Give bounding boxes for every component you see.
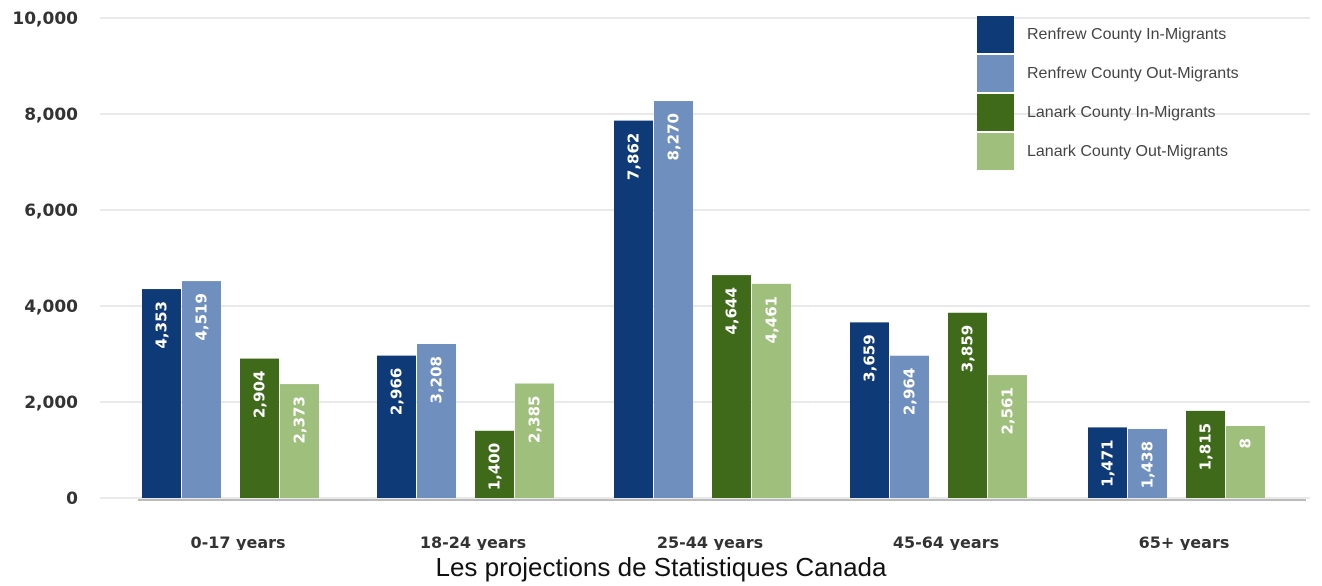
bar xyxy=(1226,426,1265,498)
bar-value-label: 2,904 xyxy=(251,371,269,418)
bar-value-label: 3,659 xyxy=(861,334,879,381)
bar xyxy=(850,322,889,498)
bar-value-label: 1,815 xyxy=(1197,423,1215,470)
bar-value-label: 4,644 xyxy=(723,287,741,334)
bar xyxy=(712,275,751,498)
bar xyxy=(377,355,416,498)
bar-value-label: 8,270 xyxy=(665,113,683,160)
bar xyxy=(142,289,181,498)
bar-value-label: 2,373 xyxy=(291,396,309,443)
y-tick-label: 2,000 xyxy=(24,393,78,413)
bar xyxy=(475,430,514,498)
y-tick-label: 8,000 xyxy=(24,105,78,125)
bar xyxy=(240,358,279,498)
y-tick-label: 4,000 xyxy=(24,297,78,317)
bar xyxy=(614,120,653,499)
bar-value-label: 2,964 xyxy=(901,368,919,415)
bar xyxy=(280,384,319,498)
bar-value-label: 7,862 xyxy=(625,133,643,180)
data-labels: 4,353 4,519 2,904 2,373 2,966 3,208 1,400 2,385… xyxy=(153,113,1255,490)
bar xyxy=(988,375,1027,498)
y-tick-label: 0 xyxy=(66,489,78,509)
legend-swatch xyxy=(977,94,1014,131)
bar-value-label: 2,561 xyxy=(999,387,1017,434)
bar xyxy=(752,283,791,498)
bar xyxy=(417,344,456,498)
bar-value-label: 1,471 xyxy=(1099,439,1117,486)
bar xyxy=(182,281,221,498)
x-tick-label: 45-64 years xyxy=(893,533,999,550)
legend-swatch xyxy=(977,133,1014,170)
x-tick-label: 18-24 years xyxy=(420,533,526,550)
bar-value-label: 1,438 xyxy=(1139,441,1157,488)
bar xyxy=(515,383,554,498)
bar-value-label: 2,385 xyxy=(526,396,544,443)
bar-value-label: 4,461 xyxy=(763,296,781,343)
bar-value-label: 3,208 xyxy=(428,356,446,403)
bar xyxy=(654,101,693,498)
bar xyxy=(890,355,929,498)
bar-value-label: 1,400 xyxy=(486,443,504,490)
bar-value-label: 4,353 xyxy=(153,301,171,348)
bars xyxy=(142,101,1265,499)
bar-value-label: 4,519 xyxy=(193,293,211,340)
y-tick-label: 10,000 xyxy=(12,9,78,29)
legend-label: Renfrew County In-Migrants xyxy=(1027,26,1226,43)
chart-caption: Les projections de Statistiques Canada xyxy=(435,552,887,582)
bar xyxy=(1088,427,1127,498)
legend-label: Lanark County Out-Migrants xyxy=(1027,143,1228,160)
bar-value-label: 8 xyxy=(1237,438,1255,448)
legend-label: Renfrew County Out-Migrants xyxy=(1027,65,1239,82)
legend-swatch xyxy=(977,16,1014,53)
bar-value-label: 3,859 xyxy=(959,325,977,372)
y-axis-ticks: 0 2,000 4,000 6,000 8,000 10,000 xyxy=(12,9,78,509)
x-tick-label: 0-17 years xyxy=(190,533,285,550)
x-axis: 0-17 years 18-24 years 25-44 years 45-64 ye… xyxy=(138,499,1306,550)
bar xyxy=(1186,410,1225,498)
y-tick-label: 6,000 xyxy=(24,201,78,221)
legend-label: Lanark County In-Migrants xyxy=(1027,104,1216,121)
legend: Renfrew County In-Migrants Renfrew County… xyxy=(977,16,1239,170)
x-tick-label: 65+ years xyxy=(1139,533,1230,550)
legend-swatch xyxy=(977,55,1014,92)
bar xyxy=(948,312,987,498)
bar xyxy=(1128,428,1167,498)
bar-chart: 0 2,000 4,000 6,000 8,000 10,000 4,353 4,519 2,… xyxy=(12,9,1310,550)
x-tick-label: 25-44 years xyxy=(657,533,763,550)
bar-value-label: 2,966 xyxy=(388,368,406,415)
